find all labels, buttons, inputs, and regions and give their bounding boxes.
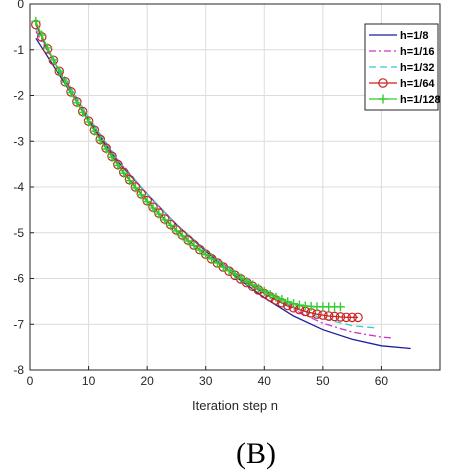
series-h-1-128-point <box>101 144 111 154</box>
axis-ticks: 0 10 20 30 40 50 60 0 -1 -2 -3 -4 -5 -6 -7 -8 <box>13 0 388 388</box>
series-h-1-128-point <box>218 262 228 272</box>
series-h-1-128-point <box>48 55 58 65</box>
legend-h-1-64-point <box>378 78 388 88</box>
series-h-1-128-point <box>119 168 129 178</box>
x-axis-label: Iteration step n <box>192 398 278 413</box>
series-h-1-128-point <box>107 152 117 162</box>
legend-box <box>364 23 439 111</box>
series-h-1-128-point <box>230 269 240 279</box>
series-h-1-128-point <box>177 231 187 241</box>
y-tick-label: -7 <box>13 317 24 331</box>
series-h-1-128-point <box>148 203 158 213</box>
series-h-1-128-point <box>248 280 258 290</box>
series-h-1-128-point <box>171 226 181 236</box>
legend-h-1-8-label: h=1/8 <box>400 30 428 42</box>
legend-h-1-32: h=1/32 <box>369 62 435 74</box>
legend-h-1-128-point <box>378 94 388 104</box>
x-tick-label: 60 <box>375 374 389 388</box>
series-h-1-128-point <box>265 290 275 300</box>
series-h-1-128-point <box>160 215 170 225</box>
legend-h-1-16: h=1/16 <box>369 46 435 58</box>
legend-h-1-64-label: h=1/64 <box>400 78 435 90</box>
legend-h-1-8: h=1/8 <box>369 30 428 42</box>
series-h-1-128-point <box>335 302 345 312</box>
series-h-1-128-point <box>142 197 152 207</box>
series-h-1-128-point <box>136 190 146 200</box>
y-tick-label: -1 <box>13 43 24 57</box>
series-h-1-128-point <box>289 299 299 309</box>
series-h-1-128-point <box>72 98 82 108</box>
series-h-1-128-point <box>294 300 304 310</box>
series-h-1-128-point <box>125 176 135 186</box>
x-tick-label: 50 <box>316 374 330 388</box>
series-h-1-128-point <box>78 107 88 117</box>
series-h-1-128-point <box>242 277 252 287</box>
series-h-1-128 <box>31 16 345 312</box>
series-h-1-128-point <box>283 297 293 307</box>
series-h-1-128-point <box>66 88 76 98</box>
y-tick-label: -2 <box>13 89 24 103</box>
y-tick-label: 0 <box>17 0 24 11</box>
y-tick-label: -4 <box>13 180 24 194</box>
series-h-1-128-point <box>54 66 64 76</box>
legend-h-1-16-label: h=1/16 <box>400 46 435 58</box>
x-tick-label: 20 <box>140 374 154 388</box>
series-h-1-64-point <box>353 312 363 323</box>
data-series <box>31 16 411 350</box>
series-h-1-128-point <box>89 126 99 136</box>
series-h-1-64-point <box>329 311 340 322</box>
series-h-1-64-point <box>335 312 346 322</box>
series-h-1-128-point <box>84 117 94 127</box>
legend-h-1-128-label: h=1/128 <box>400 94 441 106</box>
series-h-1-128-point <box>166 220 176 230</box>
series-h-1-128-point <box>259 286 269 296</box>
series-h-1-128-point <box>43 43 53 53</box>
series-h-1-128-point <box>37 30 47 40</box>
series-h-1-64-point <box>347 312 357 323</box>
series-h-1-128-point <box>224 266 234 276</box>
series-h-1-128-point <box>113 160 123 170</box>
x-tick-label: 0 <box>27 374 34 388</box>
series-h-1-128-point <box>130 183 140 193</box>
series-h-1-128-point <box>212 258 222 268</box>
series-h-1-128-point <box>154 209 164 219</box>
y-tick-label: -5 <box>13 226 24 240</box>
y-tick-label: -6 <box>13 272 24 286</box>
series-h-1-128-point <box>31 16 41 26</box>
series-h-1-128-point <box>183 236 193 246</box>
legend-h-1-128: h=1/128 <box>369 94 441 106</box>
series-h-1-128-point <box>271 292 281 302</box>
series-h-1-128-point <box>95 135 105 145</box>
y-tick-label: -3 <box>13 134 24 148</box>
series-h-1-128-point <box>207 254 217 264</box>
legend-h-1-64: h=1/64 <box>369 78 435 90</box>
series-h-1-128-point <box>201 250 211 260</box>
series-h-1-128-point <box>195 245 205 255</box>
series-h-1-128-point <box>253 283 263 293</box>
legend: h=1/8 h=1/16 h=1/32 h=1/64 h=1/128 <box>364 23 441 111</box>
panel-label: (B) <box>236 437 276 470</box>
x-tick-label: 30 <box>199 374 213 388</box>
series-h-1-64-point <box>323 311 334 321</box>
series-h-1-64-point <box>341 312 352 323</box>
series-h-1-128-point <box>236 273 246 283</box>
x-tick-label: 10 <box>82 374 96 388</box>
series-h-1-128-point <box>60 77 70 87</box>
series-h-1-128-point <box>189 241 199 251</box>
legend-h-1-32-label: h=1/32 <box>400 62 435 74</box>
x-tick-label: 40 <box>258 374 272 388</box>
series-h-1-128-point <box>277 295 287 305</box>
y-tick-label: -8 <box>13 363 24 377</box>
